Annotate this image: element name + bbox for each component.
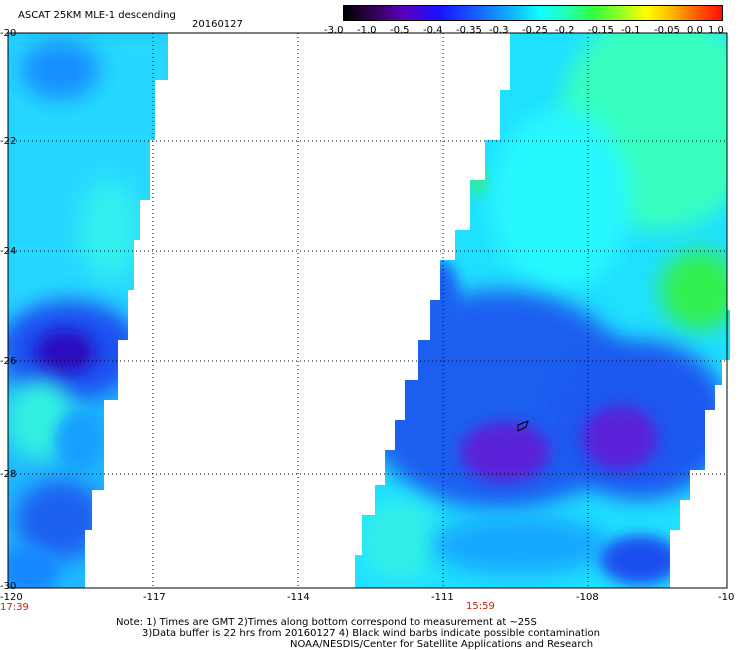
- color-scale-bar: [343, 5, 723, 21]
- map-gridlines: [8, 33, 727, 588]
- x-tick-label: -111: [431, 592, 454, 603]
- color-scale-label: -0.2: [555, 25, 575, 36]
- color-scale-label: -0.05: [654, 25, 680, 36]
- left-swath: [8, 33, 168, 588]
- x-tick-label: -120: [0, 592, 23, 603]
- x-tick-label: -114: [287, 592, 310, 603]
- color-scale-label: -0.5: [390, 25, 410, 36]
- footer-note-2: 3)Data buffer is 22 hrs from 20160127 4)…: [142, 628, 600, 639]
- y-tick-label: -28: [0, 469, 17, 480]
- right-swath: [355, 33, 730, 588]
- x-tick-label: -108: [576, 592, 599, 603]
- color-scale-label: -0.15: [588, 25, 614, 36]
- y-tick-label: -26: [0, 356, 17, 367]
- y-tick-label: -20: [0, 28, 17, 39]
- y-tick-label: -24: [0, 246, 17, 257]
- footer-note-3: NOAA/NESDIS/Center for Satellite Applica…: [290, 639, 594, 650]
- map-frame: [7, 32, 728, 589]
- swath-map: [7, 32, 730, 589]
- time-label-left: 17:39: [0, 602, 29, 613]
- color-scale-label: -0.1: [621, 25, 641, 36]
- color-scale-label: 1.0: [708, 25, 724, 36]
- color-scale-label: -3.0: [324, 25, 344, 36]
- color-scale-label: -0.35: [456, 25, 482, 36]
- color-scale-label: -0.4: [423, 25, 443, 36]
- y-tick-label: -22: [0, 136, 17, 147]
- wind-barb-icon: [517, 420, 529, 432]
- color-scale-label: -0.3: [489, 25, 509, 36]
- time-label-center: 15:59: [466, 601, 495, 612]
- y-tick-label: -30: [0, 581, 17, 592]
- footer-note-1: Note: 1) Times are GMT 2)Times along bot…: [116, 617, 537, 628]
- x-tick-label: -117: [143, 592, 166, 603]
- map-title: ASCAT 25KM MLE-1 descending: [18, 10, 176, 21]
- color-scale-label: -0.25: [522, 25, 548, 36]
- map-date: 20160127: [192, 19, 243, 30]
- x-tick-label: -10: [718, 592, 735, 603]
- color-scale-label: -1.0: [357, 25, 377, 36]
- color-scale-label: 0.0: [687, 25, 703, 36]
